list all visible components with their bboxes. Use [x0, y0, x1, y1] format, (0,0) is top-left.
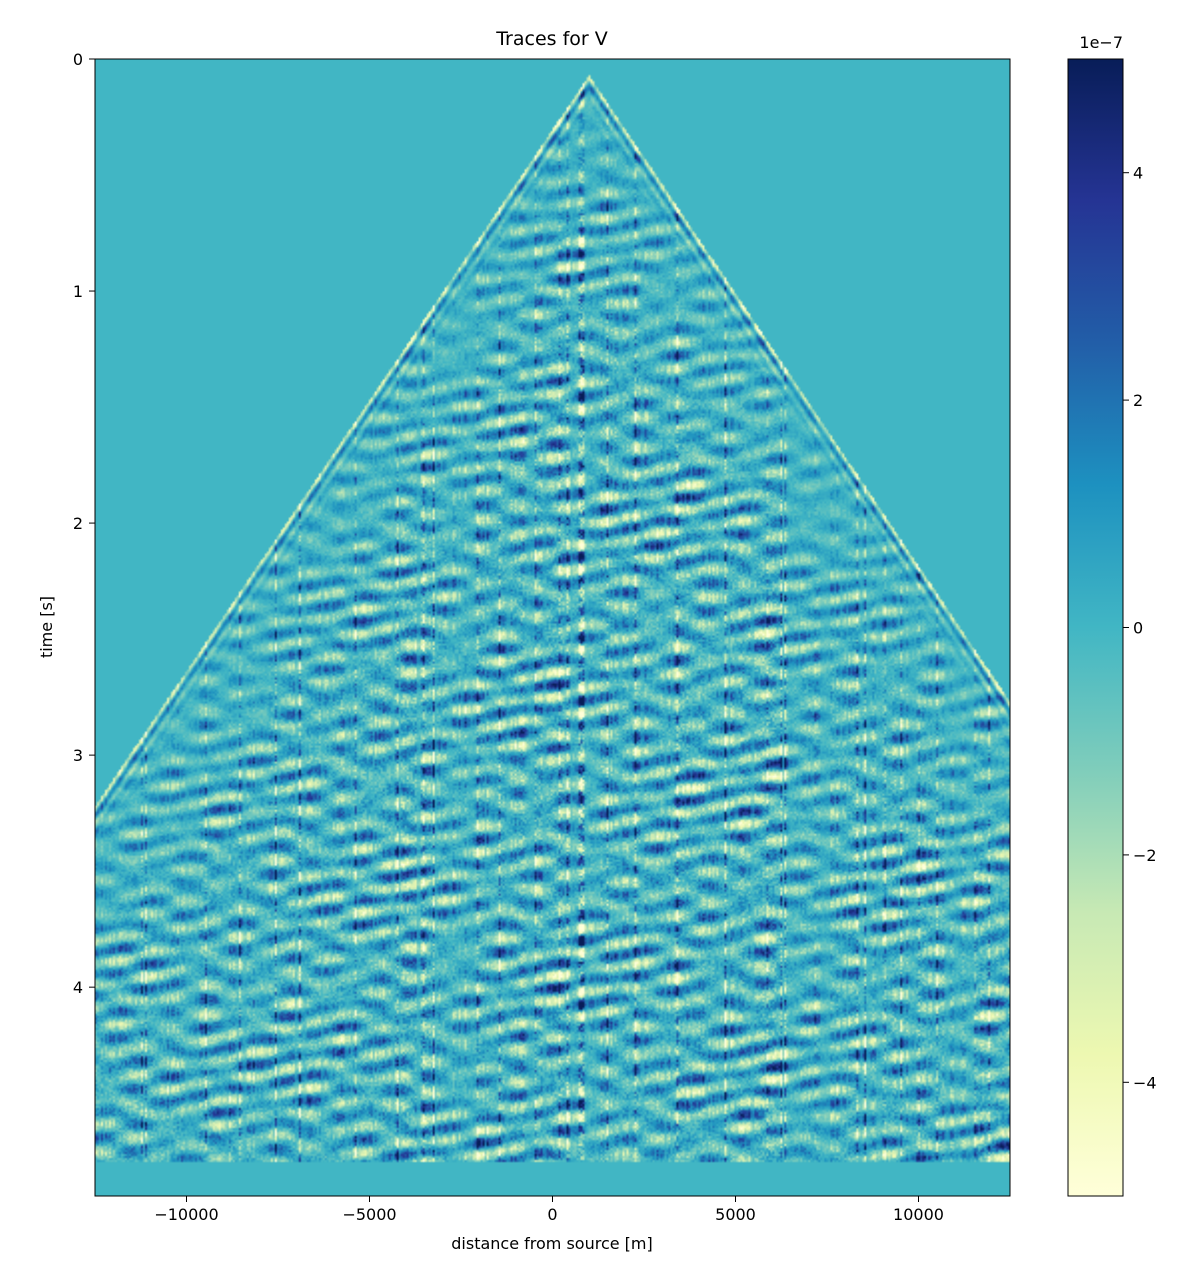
x-tick-label: −10000 [154, 1205, 218, 1224]
colorbar-ticks: 4 2 0 −2 −4 [1123, 164, 1157, 1092]
colorbar-tick-label: −2 [1133, 846, 1157, 865]
colorbar-tick-label: 2 [1133, 391, 1143, 410]
x-axis-label: distance from source [m] [451, 1234, 653, 1253]
y-tick-label: 3 [73, 746, 83, 765]
y-tick-label: 1 [73, 282, 83, 301]
y-tick-label: 2 [73, 514, 83, 533]
colorbar: 1e−7 4 2 0 −2 −4 [1067, 33, 1157, 1197]
colorbar-gradient [1068, 59, 1123, 1196]
y-axis: 0 1 2 3 4 [73, 50, 95, 997]
colorbar-tick-label: −4 [1133, 1073, 1157, 1092]
y-tick-label: 0 [73, 50, 83, 69]
plot-area [94, 58, 1011, 1197]
colorbar-tick-label: 0 [1133, 619, 1143, 638]
seismogram-image [95, 59, 1010, 1196]
x-tick-label: 5000 [715, 1205, 756, 1224]
y-axis-label: time [s] [37, 596, 56, 658]
x-tick-label: −5000 [342, 1205, 396, 1224]
chart-title: Traces for V [495, 28, 608, 50]
x-tick-label: 0 [547, 1205, 557, 1224]
colorbar-exponent-label: 1e−7 [1079, 33, 1123, 52]
x-tick-label: 10000 [893, 1205, 944, 1224]
x-axis: −10000 −5000 0 5000 10000 [154, 1196, 944, 1224]
colorbar-tick-label: 4 [1133, 164, 1143, 183]
y-tick-label: 4 [73, 978, 83, 997]
